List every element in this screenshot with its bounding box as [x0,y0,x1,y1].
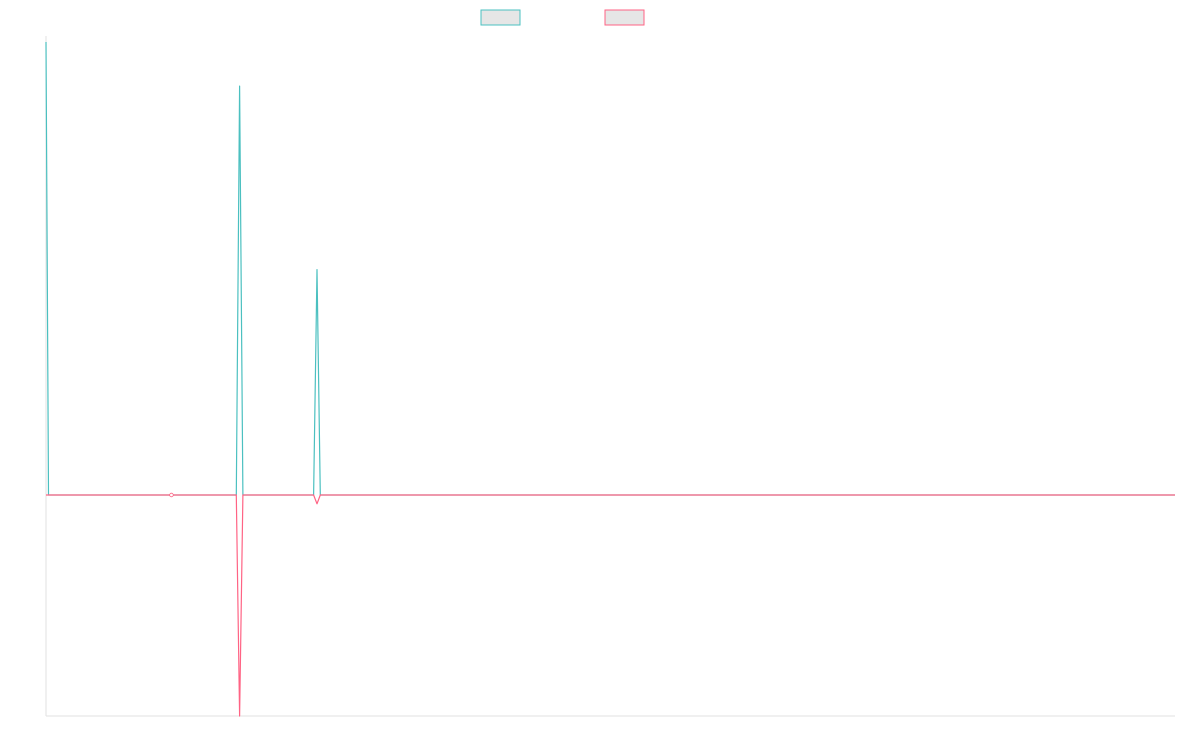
axes [45,36,1175,717]
data-point-marker[interactable] [169,492,174,498]
legend-swatch-1[interactable] [480,9,521,26]
legend-swatch-2[interactable] [604,9,645,26]
series-line-2 [46,494,1175,717]
legend [480,9,645,26]
series-layer [45,41,1175,717]
series-line-1 [45,41,1175,496]
